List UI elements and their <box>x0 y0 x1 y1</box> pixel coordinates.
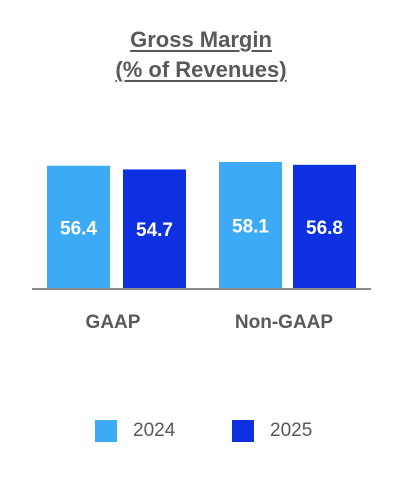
legend-swatch-2025 <box>232 420 254 442</box>
bar-non-gaap-2025 <box>293 164 356 289</box>
data-label-non-gaap-2024: 58.1 <box>232 217 269 238</box>
chart-title-line-1: Gross Margin <box>130 27 272 52</box>
labels-layer: 56.4 58.1 54.7 56.8 GAAP Non-GAAP <box>60 217 343 334</box>
chart-title-line-2: (% of Revenues) <box>115 57 287 82</box>
category-label-gaap: GAAP <box>86 312 141 333</box>
category-label-non-gaap: Non-GAAP <box>235 312 333 333</box>
legend-swatch-2024 <box>95 420 117 442</box>
bar-non-gaap-2024 <box>219 162 282 289</box>
bar-chart: 56.4 58.1 54.7 56.8 GAAP Non-GAAP <box>32 162 371 334</box>
legend: 2024 2025 <box>0 420 402 442</box>
data-label-gaap-2024: 56.4 <box>60 218 97 239</box>
data-label-gaap-2025: 54.7 <box>136 220 173 241</box>
bar-gaap-2025 <box>123 169 186 289</box>
legend-label-2024: 2024 <box>133 420 176 441</box>
legend-label-2025: 2025 <box>270 420 313 441</box>
bar-gaap-2024 <box>47 165 110 289</box>
bars-layer <box>47 162 356 289</box>
data-label-non-gaap-2025: 56.8 <box>306 218 343 239</box>
